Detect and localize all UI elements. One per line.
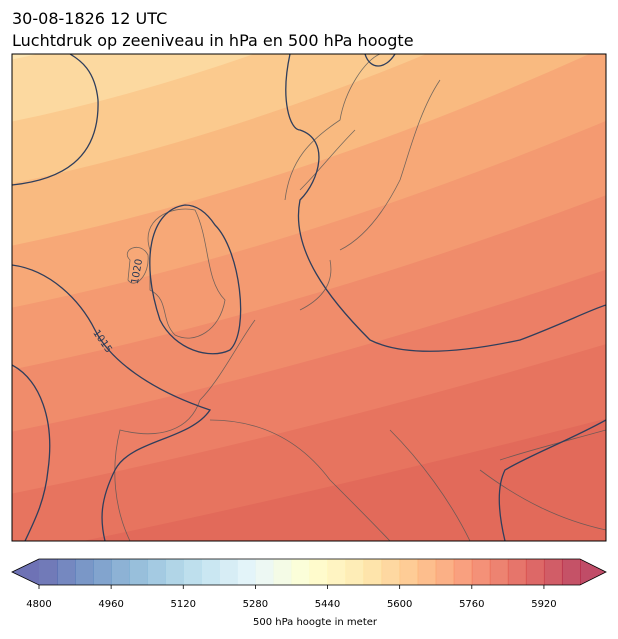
- colorbar-bin: [39, 559, 58, 585]
- colorbar-bin: [291, 559, 310, 585]
- colorbar-bin: [489, 559, 509, 585]
- colorbar: 4800 4960 5120 5280 5440 5600 5760 5920: [11, 558, 607, 610]
- colorbar-bin: [273, 559, 292, 585]
- colorbar-bin: [75, 559, 94, 585]
- colorbar-bin: [561, 559, 581, 585]
- colorbar-bin: [435, 559, 455, 585]
- colorbar-bin: [399, 559, 419, 585]
- colorbar-bin: [309, 559, 329, 585]
- colorbar-bin: [255, 559, 274, 585]
- colorbar-bin: [147, 559, 166, 585]
- date: 30-08-1826 12 UTC: [12, 9, 167, 28]
- title: Luchtdruk op zeeniveau in hPa en 500 hPa…: [12, 31, 414, 50]
- colorbar-bin: [93, 559, 112, 585]
- colorbar-bin: [543, 559, 563, 585]
- colorbar-bin: [507, 559, 527, 585]
- colorbar-bin: [417, 559, 437, 585]
- colorbar-tick-label: 5120: [171, 599, 196, 610]
- colorbar-tick-label: 5760: [459, 599, 484, 610]
- colorbar-bin: [219, 559, 238, 585]
- colorbar-bin: [381, 559, 401, 585]
- colorbar-bin: [471, 559, 491, 585]
- colorbar-tick-label: 4800: [26, 599, 51, 610]
- colorbar-extend: [12, 559, 39, 585]
- colorbar-tick-label: 5440: [315, 599, 340, 610]
- colorbar-extend: [580, 559, 606, 585]
- colorbar-bin: [57, 559, 76, 585]
- colorbar-bin: [345, 559, 365, 585]
- colorbar-bin: [183, 559, 202, 585]
- colorbar-bin: [165, 559, 184, 585]
- colorbar-bin: [129, 559, 148, 585]
- contour-label: 1020: [130, 258, 145, 285]
- colorbar-bin: [237, 559, 256, 585]
- colorbar-outline: [11, 558, 607, 586]
- colorbar-bin: [201, 559, 220, 585]
- colorbar-bin: [111, 559, 130, 585]
- colorbar-tick-label: 5280: [243, 599, 268, 610]
- colorbar-bin: [525, 559, 545, 585]
- map: 1020 1015: [12, 54, 606, 541]
- map-frame: [11, 53, 607, 542]
- colorbar-bin: [453, 559, 473, 585]
- colorbar-label: 500 hPa hoogte in meter: [253, 617, 378, 628]
- colorbar-bin: [327, 559, 347, 585]
- colorbar-tick-label: 5600: [387, 599, 412, 610]
- colorbar-bin: [363, 559, 383, 585]
- colorbar-tick-label: 5920: [531, 599, 556, 610]
- height-band: [83, 418, 606, 541]
- isobars: [12, 54, 606, 541]
- coastlines: [114, 54, 606, 541]
- colorbar-tick-label: 4960: [98, 599, 123, 610]
- height-fill: [12, 54, 606, 541]
